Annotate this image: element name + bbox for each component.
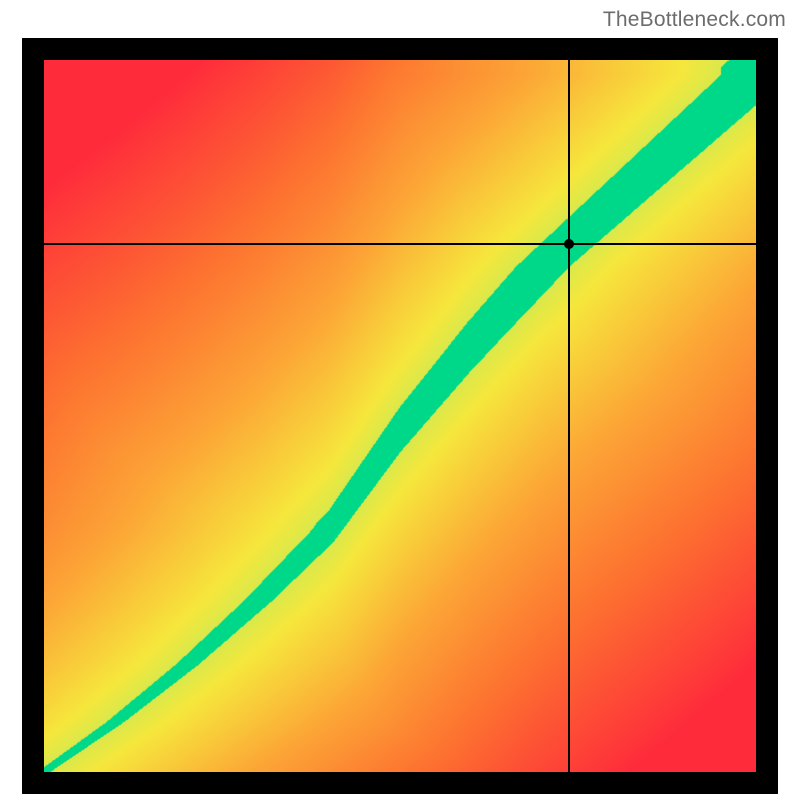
marker-dot [564,239,574,249]
bottleneck-heatmap [44,60,756,772]
crosshair-horizontal [44,243,756,245]
chart-frame [22,38,778,794]
crosshair-vertical [568,60,570,772]
watermark: TheBottleneck.com [603,8,786,32]
